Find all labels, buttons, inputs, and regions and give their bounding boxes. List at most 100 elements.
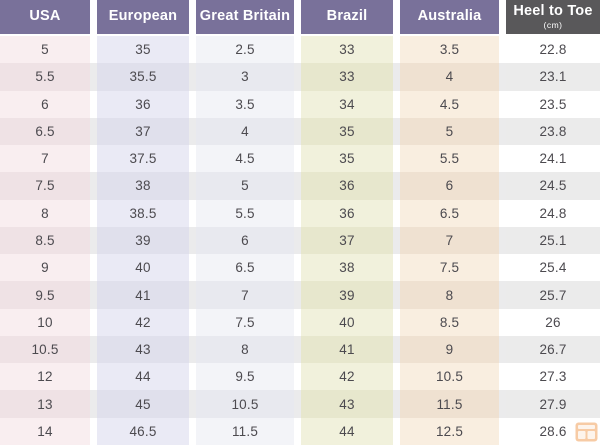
table-row: 14 46.5 11.5 44 12.5 28.6 xyxy=(0,417,600,445)
table-cell-heel-to-toe: 25.7 xyxy=(506,281,600,309)
table-cell-great-britain: 7.5 xyxy=(196,308,294,336)
table-cell-brazil: 39 xyxy=(301,281,393,309)
table-cell-australia: 5 xyxy=(400,117,499,146)
table-cell-european: 42 xyxy=(97,308,189,336)
table-row: 13 45 10.5 43 11.5 27.9 xyxy=(0,390,600,418)
table-cell-great-britain: 4 xyxy=(196,117,294,146)
table-row: 7 37.5 4.5 35 5.5 24.1 xyxy=(0,145,600,173)
table-cell-european: 38.5 xyxy=(97,199,189,227)
table-cell-brazil: 36 xyxy=(301,172,393,200)
table-row: 7.5 38 5 36 6 24.5 xyxy=(0,172,600,200)
table-cell-brazil: 40 xyxy=(301,308,393,336)
table-cell-usa: 7 xyxy=(0,145,90,173)
table-cell-great-britain: 5 xyxy=(196,172,294,200)
table-row: 5 35 2.5 33 3.5 22.8 xyxy=(0,36,600,64)
table-cell-usa: 10 xyxy=(0,308,90,336)
table-cell-usa: 14 xyxy=(0,417,90,445)
table-cell-brazil: 43 xyxy=(301,390,393,418)
table-cell-european: 44 xyxy=(97,363,189,391)
column-header-unit: (cm) xyxy=(543,19,563,30)
table-cell-usa: 9 xyxy=(0,254,90,282)
table-cell-australia: 6.5 xyxy=(400,199,499,227)
table-cell-great-britain: 11.5 xyxy=(196,417,294,445)
table-row: 12 44 9.5 42 10.5 27.3 xyxy=(0,363,600,391)
table-cell-usa: 6.5 xyxy=(0,117,90,146)
table-cell-heel-to-toe: 24.5 xyxy=(506,172,600,200)
table-cell-brazil: 35 xyxy=(301,145,393,173)
column-header-usa: USA xyxy=(0,0,90,34)
table-cell-usa: 12 xyxy=(0,363,90,391)
table-row: 5.5 35.5 3 33 4 23.1 xyxy=(0,63,600,91)
table-cell-usa: 5 xyxy=(0,36,90,64)
table-cell-brazil: 37 xyxy=(301,226,393,255)
table-cell-european: 37 xyxy=(97,117,189,146)
table-cell-australia: 4.5 xyxy=(400,90,499,118)
table-cell-australia: 9 xyxy=(400,335,499,364)
table-cell-usa: 8.5 xyxy=(0,226,90,255)
column-header-label: Brazil xyxy=(326,8,368,25)
table-cell-heel-to-toe: 26.7 xyxy=(506,335,600,364)
table-cell-usa: 5.5 xyxy=(0,63,90,91)
table-row: 10 42 7.5 40 8.5 26 xyxy=(0,308,600,336)
table-cell-great-britain: 3.5 xyxy=(196,90,294,118)
table-row: 8.5 39 6 37 7 25.1 xyxy=(0,226,600,255)
table-cell-usa: 9.5 xyxy=(0,281,90,309)
table-row: 9 40 6.5 38 7.5 25.4 xyxy=(0,254,600,282)
table-cell-european: 43 xyxy=(97,335,189,364)
table-cell-brazil: 33 xyxy=(301,36,393,64)
table-cell-great-britain: 4.5 xyxy=(196,145,294,173)
table-cell-european: 38 xyxy=(97,172,189,200)
table-cell-great-britain: 3 xyxy=(196,63,294,91)
table-cell-heel-to-toe: 23.1 xyxy=(506,63,600,91)
table-cell-usa: 10.5 xyxy=(0,335,90,364)
column-header-label: Australia xyxy=(417,8,482,25)
column-header-european: European xyxy=(97,0,189,34)
table-cell-australia: 10.5 xyxy=(400,363,499,391)
table-row: 9.5 41 7 39 8 25.7 xyxy=(0,281,600,309)
table-cell-great-britain: 6 xyxy=(196,226,294,255)
table-cell-heel-to-toe: 22.8 xyxy=(506,36,600,64)
column-header-label: USA xyxy=(29,8,61,25)
table-row: 8 38.5 5.5 36 6.5 24.8 xyxy=(0,199,600,227)
table-cell-usa: 7.5 xyxy=(0,172,90,200)
table-cell-australia: 3.5 xyxy=(400,36,499,64)
table-cell-australia: 11.5 xyxy=(400,390,499,418)
table-header-row: USA European Great Britain Brazil Austra… xyxy=(0,0,600,34)
table-cell-brazil: 33 xyxy=(301,63,393,91)
column-header-great-britain: Great Britain xyxy=(196,0,294,34)
table-cell-heel-to-toe: 25.1 xyxy=(506,226,600,255)
table-cell-great-britain: 8 xyxy=(196,335,294,364)
table-cell-great-britain: 7 xyxy=(196,281,294,309)
table-cell-heel-to-toe: 24.8 xyxy=(506,199,600,227)
table-cell-brazil: 34 xyxy=(301,90,393,118)
table-cell-australia: 7 xyxy=(400,226,499,255)
table-cell-european: 37.5 xyxy=(97,145,189,173)
table-cell-heel-to-toe: 25.4 xyxy=(506,254,600,282)
column-header-heel-to-toe: Heel to Toe (cm) xyxy=(506,0,600,34)
table-row: 6 36 3.5 34 4.5 23.5 xyxy=(0,90,600,118)
table-row: 6.5 37 4 35 5 23.8 xyxy=(0,117,600,146)
table-cell-european: 41 xyxy=(97,281,189,309)
table-cell-european: 40 xyxy=(97,254,189,282)
column-header-label: European xyxy=(108,8,178,25)
table-cell-australia: 7.5 xyxy=(400,254,499,282)
table-cell-great-britain: 6.5 xyxy=(196,254,294,282)
table-cell-brazil: 42 xyxy=(301,363,393,391)
table-cell-european: 36 xyxy=(97,90,189,118)
table-cell-australia: 5.5 xyxy=(400,145,499,173)
column-header-label: Heel to Toe xyxy=(513,3,593,20)
table-cell-great-britain: 10.5 xyxy=(196,390,294,418)
column-header-label: Great Britain xyxy=(199,8,291,25)
table-cell-heel-to-toe: 27.9 xyxy=(506,390,600,418)
table-cell-great-britain: 2.5 xyxy=(196,36,294,64)
table-cell-australia: 12.5 xyxy=(400,417,499,445)
table-body: 5 35 2.5 33 3.5 22.8 5.5 35.5 3 33 4 23.1 6 36 3.5 34 4.… xyxy=(0,36,600,445)
table-cell-european: 45 xyxy=(97,390,189,418)
table-cell-heel-to-toe: 23.8 xyxy=(506,117,600,146)
table-cell-european: 35 xyxy=(97,36,189,64)
table-cell-usa: 13 xyxy=(0,390,90,418)
table-row: 10.5 43 8 41 9 26.7 xyxy=(0,335,600,364)
table-cell-usa: 8 xyxy=(0,199,90,227)
table-cell-european: 46.5 xyxy=(97,417,189,445)
